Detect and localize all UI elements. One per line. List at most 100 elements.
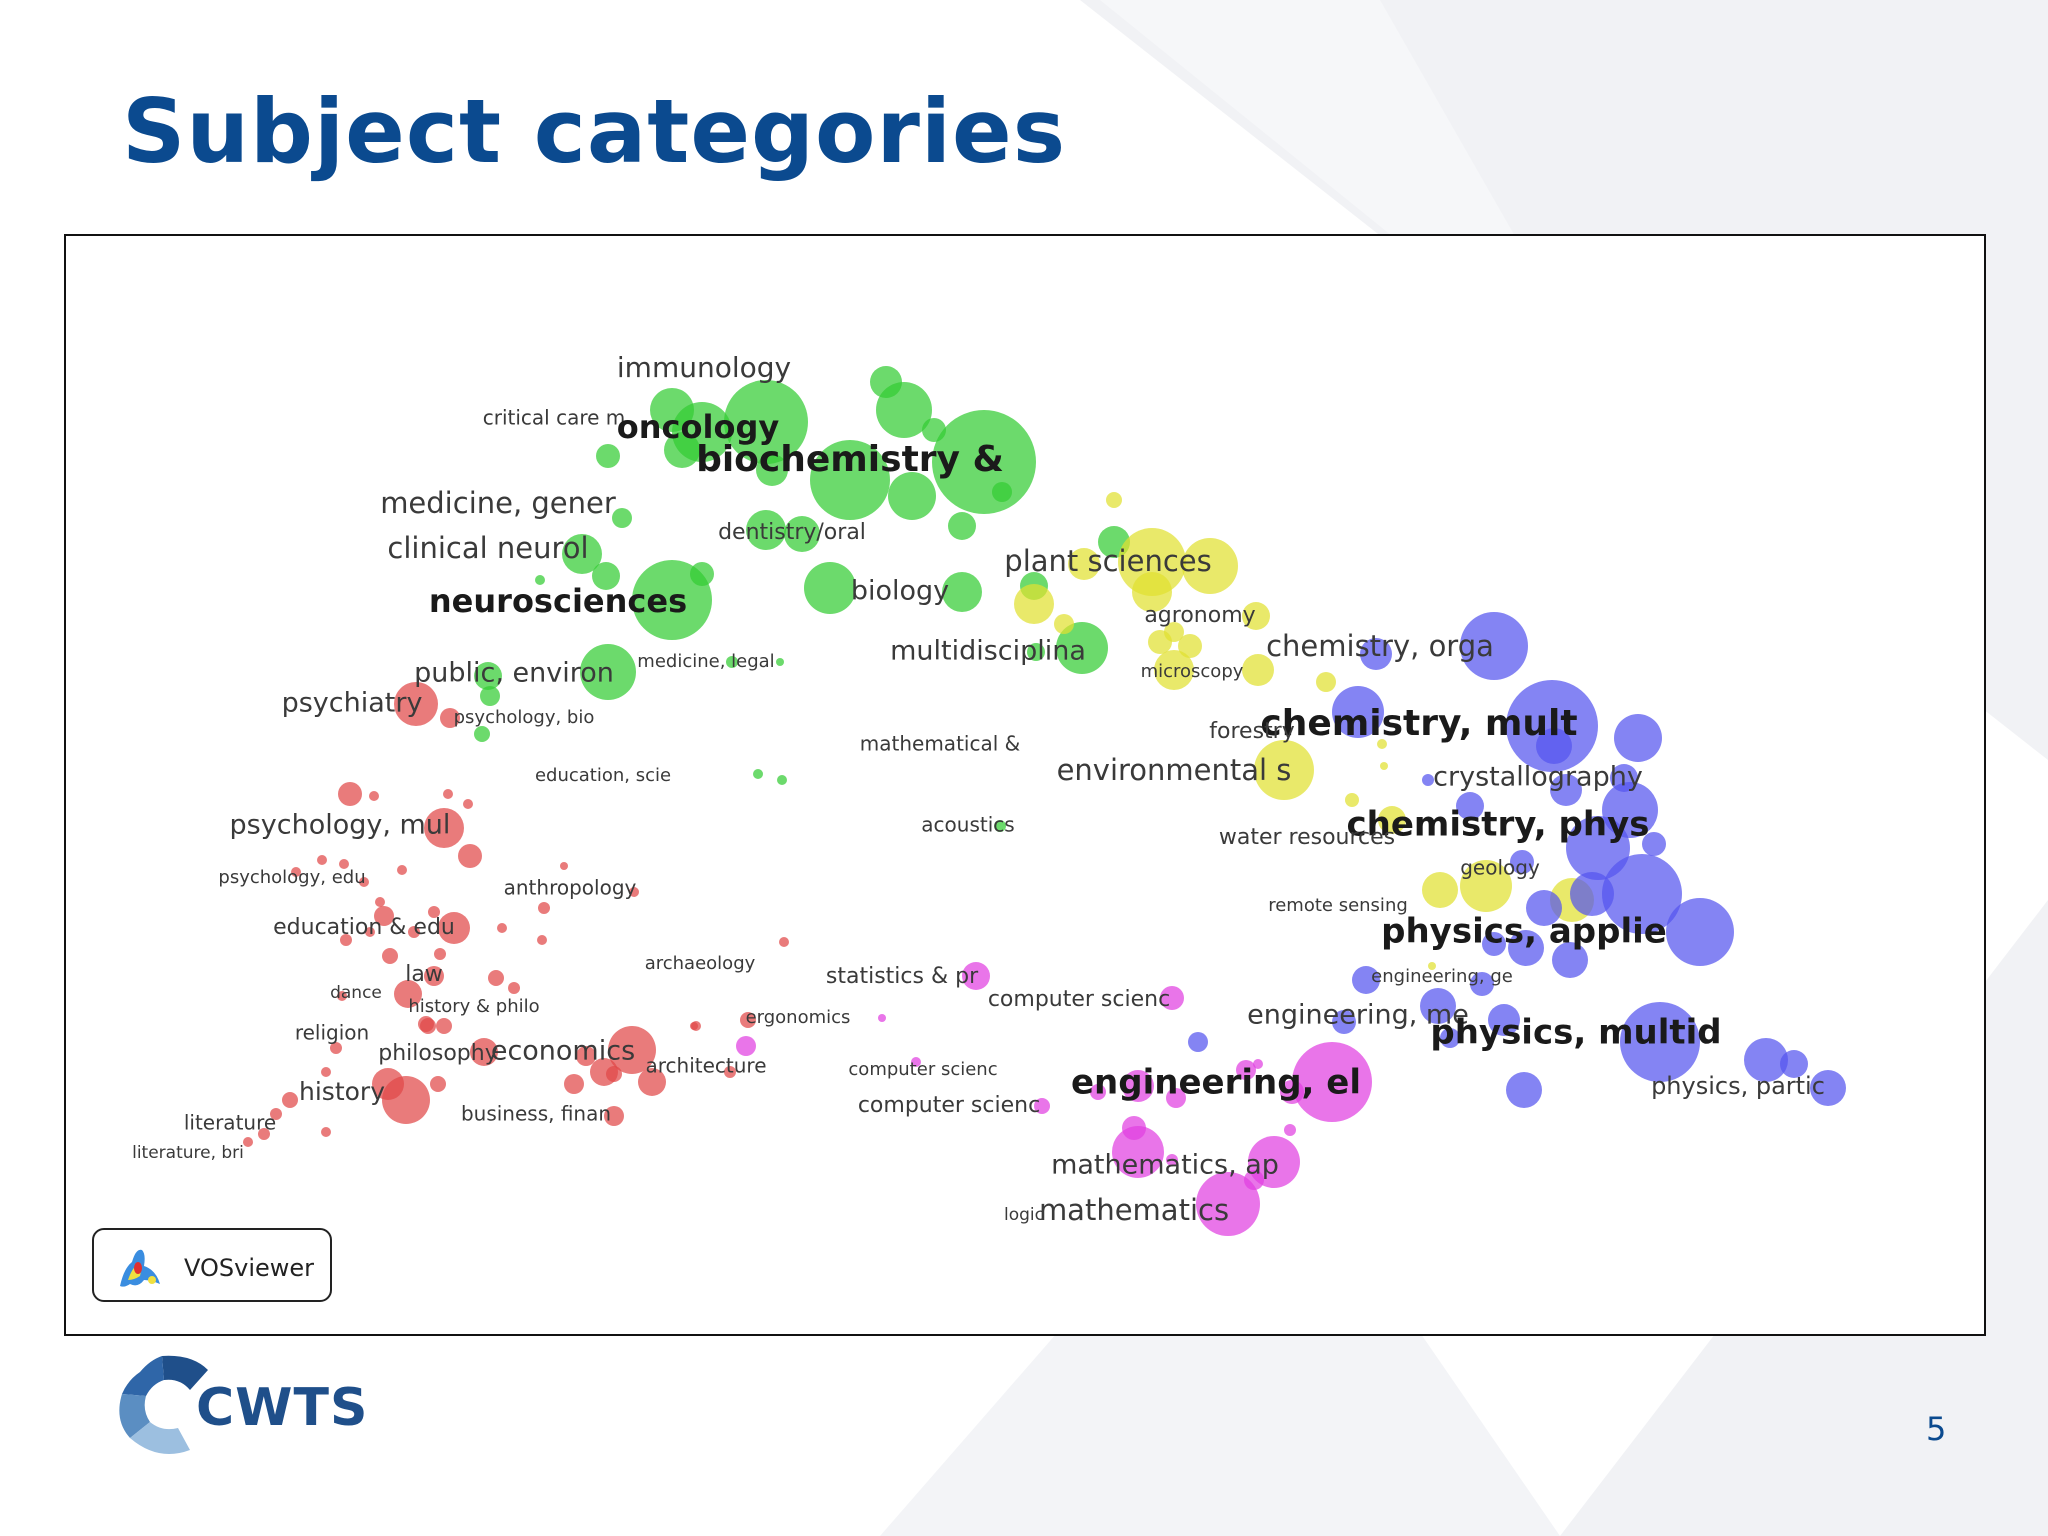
bubble-yellow[interactable] [1377,739,1387,749]
bubble-green[interactable] [690,562,714,586]
bubble-red[interactable] [458,844,482,868]
node-label[interactable]: psychology, bio [454,707,595,728]
node-label[interactable]: computer scienc [848,1059,997,1080]
bubble-green[interactable] [474,662,502,690]
node-label[interactable]: critical care m [483,406,626,430]
node-label[interactable]: anthropology [504,876,637,900]
bubble-blue[interactable] [1420,988,1456,1024]
bubble-red[interactable] [470,1038,498,1066]
bubble-red[interactable] [724,1066,736,1078]
node-label[interactable]: literature [184,1111,276,1135]
bubble-red[interactable] [690,1022,698,1030]
bubble-blue[interactable] [1602,854,1682,934]
bubble-red[interactable] [436,1018,452,1034]
bubble-red[interactable] [330,1042,342,1054]
bubble-red[interactable] [424,966,444,986]
bubble-red[interactable] [359,877,369,887]
bubble-yellow[interactable] [1460,860,1512,912]
bubble-green[interactable] [474,726,490,742]
bubble-green[interactable] [994,820,1006,832]
node-label[interactable]: statistics & pr [826,964,979,989]
bubble-red[interactable] [243,1137,253,1147]
bubble-red[interactable] [629,887,639,897]
node-label[interactable]: environmental s [1057,753,1292,787]
bubble-yellow[interactable] [1242,602,1270,630]
bubble-blue[interactable] [1614,714,1662,762]
bubble-yellow[interactable] [1132,572,1172,612]
bubble-red[interactable] [258,1128,270,1140]
bubble-red[interactable] [317,855,327,865]
bubble-red[interactable] [321,1127,331,1137]
bubble-yellow[interactable] [1068,548,1100,580]
bubble-blue[interactable] [1506,680,1598,772]
node-label[interactable]: mathematical & [860,732,1020,756]
bubble-blue[interactable] [1332,686,1384,738]
bubble-red[interactable] [338,782,362,806]
node-label[interactable]: medicine, legal [637,651,774,672]
bubble-blue[interactable] [1810,1070,1846,1106]
bubble-magenta[interactable] [911,1057,921,1067]
node-label[interactable]: water resources [1219,825,1395,850]
node-label[interactable]: engineering, ge [1371,966,1513,987]
node-label[interactable]: remote sensing [1268,895,1408,916]
bubble-green[interactable] [810,440,890,520]
bubble-yellow[interactable] [1054,614,1074,634]
node-label[interactable]: logic [1004,1205,1044,1225]
bubble-red[interactable] [463,799,473,809]
bubble-red[interactable] [340,934,352,946]
bubble-blue[interactable] [1666,898,1734,966]
node-label[interactable]: ergonomics [746,1007,851,1028]
bubble-blue[interactable] [1536,728,1572,764]
node-label[interactable]: biochemistry & [696,439,1004,480]
node-label[interactable]: agronomy [1144,603,1255,628]
bubble-red[interactable] [497,923,507,933]
node-label[interactable]: neurosciences [429,582,687,620]
bubble-blue[interactable] [1188,1032,1208,1052]
node-label[interactable]: engineering, el [1071,1063,1361,1103]
bubble-blue[interactable] [1456,792,1484,820]
bubble-blue[interactable] [1566,816,1630,880]
bubble-red[interactable] [608,1026,656,1074]
bubble-green[interactable] [922,418,946,442]
bubble-yellow[interactable] [1254,740,1314,800]
bubble-green[interactable] [724,380,808,464]
node-label[interactable]: oncology [617,408,780,446]
bubble-green[interactable] [870,366,902,398]
node-label[interactable]: dance [330,983,382,1003]
bubble-magenta[interactable] [962,962,990,990]
bubble-green[interactable] [592,562,620,590]
bubble-magenta[interactable] [1166,1088,1186,1108]
bubble-green[interactable] [804,562,856,614]
bubble-blue[interactable] [1620,1002,1700,1082]
bubble-green[interactable] [948,512,976,540]
node-label[interactable]: archaeology [645,953,756,974]
bubble-blue[interactable] [1460,612,1528,680]
bubble-blue[interactable] [1506,1072,1542,1108]
node-label[interactable]: physics, partic [1651,1072,1825,1100]
bubble-green[interactable] [480,686,500,706]
node-label[interactable]: history [299,1077,385,1106]
bubble-green[interactable] [777,775,787,785]
bubble-blue[interactable] [1332,1010,1356,1034]
bubble-red[interactable] [638,1068,666,1096]
bubble-red[interactable] [576,1046,596,1066]
bubble-red[interactable] [488,970,504,986]
bubble-red[interactable] [424,808,464,848]
node-label[interactable]: religion [295,1021,369,1045]
bubble-yellow[interactable] [1378,806,1406,834]
node-label[interactable]: acoustics [921,813,1014,837]
bubble-red[interactable] [369,791,379,801]
bubble-green[interactable] [612,508,632,528]
bubble-red[interactable] [428,906,440,918]
node-label[interactable]: philosophy [378,1041,497,1066]
bubble-red[interactable] [430,1076,446,1092]
bubble-red[interactable] [372,1068,404,1100]
bubble-green[interactable] [992,482,1012,502]
node-label[interactable]: mathematics [1039,1193,1229,1227]
bubble-green[interactable] [596,444,620,468]
bubble-yellow[interactable] [1118,528,1186,596]
bubble-red[interactable] [538,902,550,914]
bubble-red[interactable] [374,906,394,926]
node-label[interactable]: history & philo [408,996,539,1017]
node-label[interactable]: mathematics, ap [1051,1150,1279,1181]
